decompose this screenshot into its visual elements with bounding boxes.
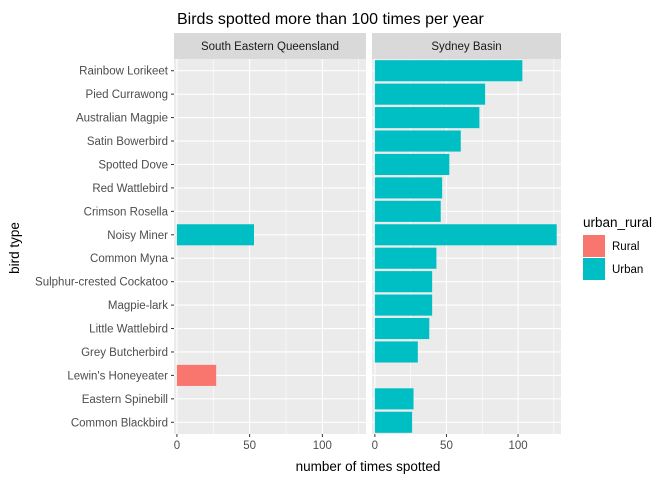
- bar-common-myna: [374, 247, 437, 269]
- bar-magpie-lark: [374, 294, 433, 316]
- legend-key-urban: [583, 258, 605, 280]
- y-tick-label: Grey Butcherbird: [81, 347, 168, 359]
- bar-common-blackbird: [374, 411, 413, 433]
- legend-title: urban_rural: [583, 215, 652, 230]
- facet-strip-label: South Eastern Queensland: [201, 41, 339, 53]
- x-tick-label: 100: [508, 440, 527, 452]
- bar-pied-currawong: [374, 83, 486, 105]
- bar-noisy-miner: [176, 224, 254, 246]
- y-tick-label: Sulphur-crested Cockatoo: [35, 277, 168, 289]
- y-tick-label: Pied Currawong: [86, 89, 168, 101]
- y-tick-label: Rainbow Lorikeet: [79, 66, 169, 78]
- x-tick-label: 50: [440, 440, 453, 452]
- y-tick-label: Noisy Miner: [107, 230, 168, 242]
- legend-label-urban: Urban: [612, 264, 643, 276]
- bar-little-wattlebird: [374, 317, 430, 340]
- y-tick-label: Common Blackbird: [71, 417, 168, 429]
- facet-strip-label: Sydney Basin: [431, 41, 501, 53]
- legend: urban_rural Rural Urban: [583, 215, 652, 280]
- y-tick-label: Red Wattlebird: [92, 183, 168, 195]
- y-tick-label: Spotted Dove: [98, 159, 168, 171]
- bar-eastern-spinebill: [374, 388, 414, 410]
- y-tick-label: Common Myna: [90, 253, 169, 265]
- y-tick-label: Little Wattlebird: [89, 324, 168, 336]
- y-tick-label: Eastern Spinebill: [82, 394, 168, 406]
- bar-australian-magpie: [374, 107, 480, 129]
- bar-lewin-s-honeyeater: [176, 364, 217, 386]
- y-tick-label: Lewin's Honeyeater: [67, 370, 168, 382]
- y-tick-label: Satin Bowerbird: [87, 136, 168, 148]
- bar-spotted-dove: [374, 153, 450, 176]
- facet-strip: [372, 33, 561, 59]
- y-tick-label: Australian Magpie: [76, 113, 168, 125]
- chart-title: Birds spotted more than 100 times per ye…: [177, 11, 484, 28]
- bar-noisy-miner: [374, 224, 557, 246]
- y-tick-labels: Rainbow Lorikeet Pied Currawong Australian…: [35, 66, 174, 429]
- x-tick-label: 100: [313, 440, 332, 452]
- x-tick-label: 50: [243, 440, 256, 452]
- bar-crimson-rosella: [374, 200, 441, 222]
- y-tick-label: Crimson Rosella: [84, 206, 169, 218]
- legend-label-rural: Rural: [612, 241, 639, 253]
- panel-south-eastern-queensland: South Eastern Queensland 0 50 100: [174, 33, 366, 452]
- bar-sulphur-crested-cockatoo: [374, 271, 433, 293]
- bar-grey-butcherbird: [374, 341, 418, 363]
- bar-rainbow-lorikeet: [374, 60, 523, 82]
- facet-strip: [174, 33, 366, 59]
- x-tick-label: 0: [174, 440, 180, 452]
- x-axis-title: number of times spotted: [296, 459, 441, 474]
- legend-key-rural: [583, 235, 605, 257]
- bar-red-wattlebird: [374, 177, 443, 199]
- panel-sydney-basin: Sydney Basin 0 50 100: [372, 33, 561, 452]
- x-tick-label: 0: [372, 440, 378, 452]
- y-axis-title: bird type: [7, 222, 22, 274]
- y-tick-label: Magpie-lark: [108, 300, 168, 312]
- bar-satin-bowerbird: [374, 130, 461, 152]
